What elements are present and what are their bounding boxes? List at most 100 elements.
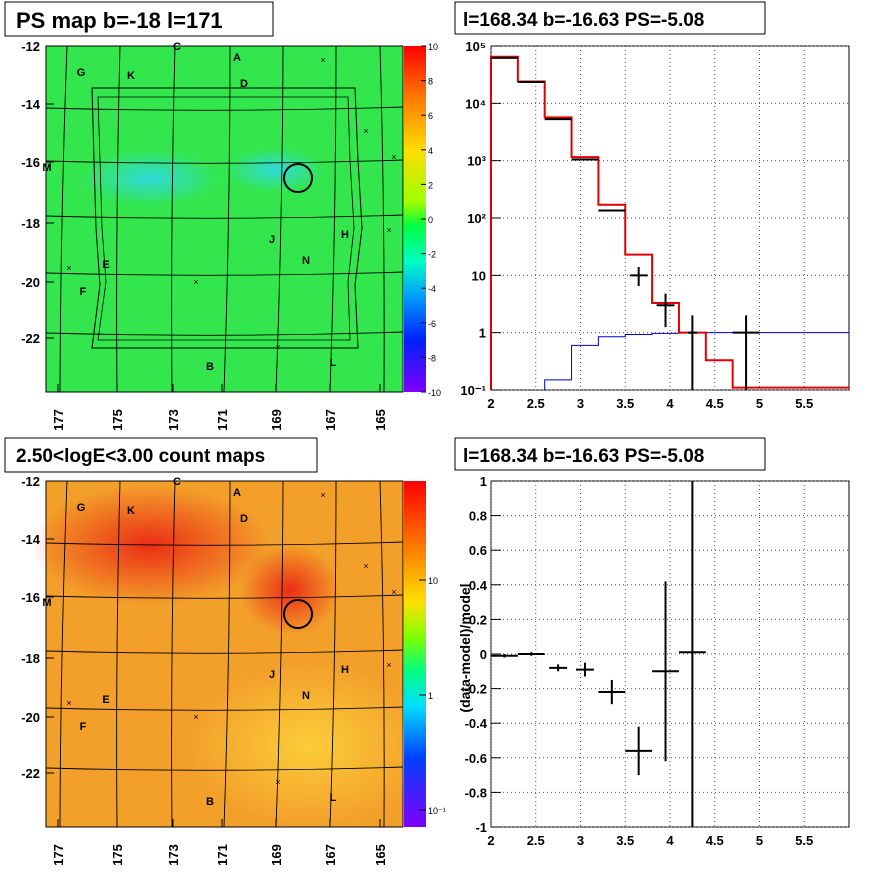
- source-x-mark: ×: [320, 55, 325, 65]
- ps-map-source-circle: [283, 163, 313, 193]
- y-tick-label: 0.6: [469, 543, 487, 558]
- x-tick-label: 169: [269, 409, 284, 431]
- count-map-axes: -12 -14 -16 -18 -20 -22 177 175 173 171 169 167 165: [21, 474, 388, 866]
- x-tick-label: 167: [323, 409, 338, 431]
- count-map-colorbar: [404, 481, 426, 827]
- region-label-g: G: [77, 502, 86, 514]
- y-tick-label: -1: [475, 820, 487, 835]
- count-map-hot-region: [240, 545, 340, 635]
- count-map-region-labels: A B C D E F G H J K L M N: [42, 476, 349, 808]
- region-label-l: L: [330, 357, 337, 369]
- x-tick-label: 165: [373, 844, 388, 866]
- y-tick-label: 10²: [467, 211, 486, 226]
- colorbar-tick-label: 10⁻¹: [428, 806, 446, 816]
- y-tick-label: -0.8: [465, 785, 487, 800]
- region-label-n: N: [302, 690, 310, 702]
- x-tick-label: 5: [756, 833, 763, 848]
- count-map-source-circle: [283, 599, 313, 629]
- count-map-source-marks: × × × × × × ×: [66, 490, 396, 787]
- x-tick-label: 2: [487, 396, 494, 411]
- source-x-mark: ×: [193, 277, 198, 287]
- x-tick-label: 165: [373, 409, 388, 431]
- x-tick-label: 3: [577, 833, 584, 848]
- y-tick-label: 10: [472, 268, 486, 283]
- x-tick-label: 4: [666, 833, 674, 848]
- x-tick-label: 177: [51, 409, 66, 431]
- spectrum-axes: 2 2.5 3 3.5 4 4.5 5 5.5 10⁻¹ 1 10 10² 10³ 10⁴ 10⁵: [460, 39, 813, 411]
- colorbar-tick-label: 1: [428, 691, 433, 701]
- y-tick-label: -14: [21, 532, 41, 547]
- y-tick-label: -22: [21, 766, 40, 781]
- source-x-mark: ×: [391, 152, 396, 162]
- y-tick-label: 10³: [467, 154, 486, 169]
- region-label-d: D: [240, 513, 248, 525]
- graticule-meridian: [116, 45, 121, 393]
- graticule-meridian: [379, 45, 385, 393]
- count-map-title: 2.50<logE<3.00 count maps: [16, 446, 265, 467]
- x-tick-label: 4.5: [706, 833, 724, 848]
- spectrum-panel: l=168.34 b=-16.63 PS=-5.08 2 2.5 3 3.5 4 4.5 5…: [454, 1, 850, 411]
- graticule-meridian: [275, 45, 284, 393]
- x-tick-label: 5.5: [795, 833, 813, 848]
- graticule-meridian: [59, 45, 68, 393]
- region-label-g: G: [77, 67, 86, 79]
- y-tick-label: -0.4: [465, 716, 488, 731]
- region-label-k: K: [127, 70, 135, 82]
- ps-map-axes: -12 -14 -16 -18 -20 -22 177 175 173 171 169 167 165: [21, 39, 388, 431]
- source-x-mark: ×: [386, 225, 391, 235]
- ps-map-colorbar: [404, 46, 426, 392]
- y-tick-label: 10⁻¹: [460, 383, 486, 398]
- residual-panel: l=168.34 b=-16.63 PS=-5.08 2 2.5 3 3.5 4 4.5 5…: [454, 437, 850, 848]
- y-tick-label: 1: [480, 474, 487, 489]
- ps-map-source-marks: × × × × × × ×: [66, 55, 396, 352]
- colorbar-tick-label: 8: [428, 77, 433, 87]
- region-label-k: K: [127, 505, 135, 517]
- region-label-b: B: [206, 361, 214, 373]
- source-x-mark: ×: [66, 698, 71, 708]
- colorbar-tick-label: 10: [428, 42, 438, 52]
- ps-map-roi-outline: [91, 87, 363, 349]
- y-tick-label: 0.4: [469, 578, 488, 593]
- region-label-e: E: [102, 694, 109, 706]
- x-tick-label: 175: [110, 844, 125, 866]
- region-label-h: H: [341, 664, 349, 676]
- source-x-mark: ×: [363, 561, 368, 571]
- x-tick-label: 2: [487, 833, 494, 848]
- graticule-parallel: [45, 214, 404, 219]
- colorbar-tick-label: -6: [428, 319, 436, 329]
- x-tick-label: 169: [269, 844, 284, 866]
- graticule-meridian: [329, 45, 337, 393]
- region-label-m: M: [42, 162, 51, 174]
- source-x-mark: ×: [386, 660, 391, 670]
- y-tick-label: -12: [21, 39, 40, 54]
- ps-map-cool-region: [80, 150, 220, 206]
- region-label-e: E: [102, 259, 109, 271]
- region-label-f: F: [80, 721, 87, 733]
- ps-map-colorbar-ticks: 10 8 6 4 2 0 -2 -4 -6 -8 -10: [421, 42, 441, 398]
- colorbar-tick-label: 10: [428, 576, 438, 586]
- source-x-mark: ×: [320, 490, 325, 500]
- x-tick-label: 3.5: [616, 833, 634, 848]
- y-tick-label: 0.2: [469, 612, 487, 627]
- colorbar-tick-label: 6: [428, 111, 433, 121]
- x-tick-label: 173: [166, 409, 181, 431]
- graticule-parallel: [45, 159, 404, 164]
- colorbar-tick-label: -10: [428, 388, 441, 398]
- x-tick-label: 2.5: [527, 833, 545, 848]
- colorbar-tick-label: -8: [428, 353, 436, 363]
- graticule-parallel: [45, 594, 404, 599]
- colorbar-tick-label: -4: [428, 284, 436, 294]
- x-tick-label: 5.5: [795, 396, 813, 411]
- x-tick-label: 171: [215, 844, 230, 866]
- y-tick-label: -16: [21, 590, 40, 605]
- y-tick-label: -16: [21, 155, 40, 170]
- x-tick-label: 2.5: [527, 396, 545, 411]
- region-label-c: C: [173, 476, 181, 488]
- y-tick-label: -14: [21, 97, 41, 112]
- graticule-parallel: [45, 706, 404, 711]
- graticule-meridian: [223, 480, 231, 828]
- y-tick-label: -12: [21, 474, 40, 489]
- x-tick-label: 4.5: [706, 396, 724, 411]
- y-tick-label: 1: [479, 326, 486, 341]
